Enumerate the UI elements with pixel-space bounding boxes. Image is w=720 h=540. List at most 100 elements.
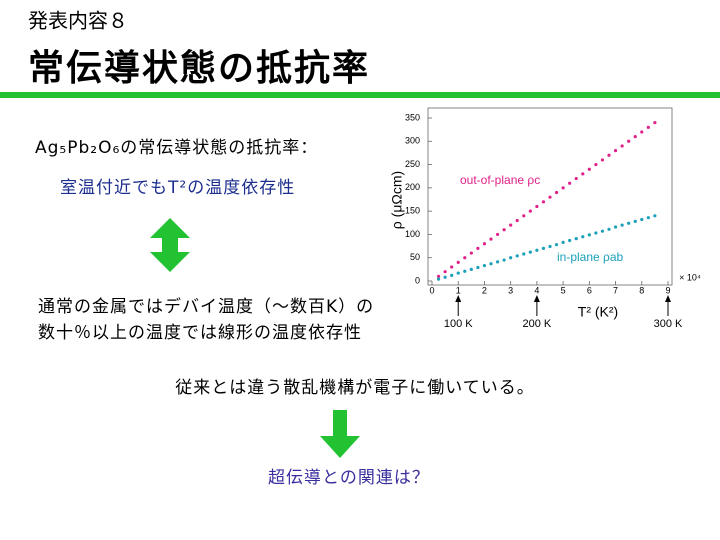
- data-point: [574, 237, 578, 241]
- data-point: [502, 258, 506, 262]
- arrow-head: [533, 295, 540, 302]
- data-point: [653, 121, 657, 125]
- data-point: [522, 214, 526, 218]
- series-label: in-plane ρab: [557, 250, 624, 264]
- x-multiplier: × 10⁴: [679, 272, 701, 282]
- arrow-head: [665, 295, 671, 302]
- question-text: 超伝導との関連は？: [268, 468, 430, 488]
- annotation-label: 200 K: [523, 318, 552, 330]
- data-point: [541, 200, 546, 204]
- data-point: [561, 186, 565, 190]
- data-point: [594, 162, 598, 167]
- double-arrow: [150, 218, 190, 272]
- data-point: [607, 153, 611, 157]
- data-point: [548, 244, 552, 249]
- data-point: [581, 172, 585, 176]
- arrow-head: [455, 295, 462, 302]
- plot-frame: [427, 107, 673, 286]
- data-point: [476, 265, 480, 270]
- data-point: [443, 275, 447, 279]
- data-point: [522, 252, 526, 256]
- x-tick-label: 8: [639, 285, 644, 295]
- data-point: [600, 158, 605, 162]
- data-point: [528, 209, 532, 213]
- y-tick-label: 100: [405, 229, 420, 239]
- subtitle: 発表内容８: [28, 9, 128, 33]
- data-point: [495, 232, 500, 237]
- data-point: [613, 225, 618, 229]
- data-point: [620, 223, 624, 227]
- annotation-label: 300 K: [654, 318, 683, 330]
- data-point: [515, 254, 519, 258]
- data-point: [535, 248, 539, 252]
- data-point: [456, 260, 460, 264]
- y-tick-label: 300: [405, 136, 420, 146]
- data-point: [613, 149, 618, 153]
- data-point: [541, 246, 546, 250]
- data-point: [450, 273, 454, 278]
- data-point: [443, 270, 447, 274]
- y-tick-label: 200: [405, 182, 420, 192]
- point-text: 室温付近でもT²の温度依存性: [60, 178, 295, 198]
- series-label: out-of-plane ρc: [460, 173, 540, 187]
- x-tick-label: 1: [456, 285, 461, 295]
- data-point: [535, 204, 539, 209]
- data-point: [568, 238, 572, 243]
- data-point: [574, 176, 578, 181]
- y-tick-label: 350: [405, 112, 420, 122]
- data-point: [436, 277, 441, 281]
- data-point: [509, 223, 513, 227]
- data-point: [561, 240, 565, 244]
- y-axis-label: ρ (μΩcm): [389, 171, 405, 229]
- data-point: [463, 269, 467, 273]
- data-point: [554, 190, 559, 195]
- x-tick-label: 3: [508, 285, 513, 295]
- data-point: [502, 228, 506, 232]
- data-point: [633, 135, 637, 139]
- data-point: [469, 267, 473, 271]
- data-point: [620, 144, 624, 148]
- annotation-label: 100 K: [444, 318, 473, 330]
- data-point: [587, 233, 591, 237]
- data-point: [495, 260, 500, 264]
- title: 常伝導状態の抵抗率: [28, 47, 370, 89]
- data-point: [594, 231, 598, 235]
- x-tick-label: 2: [482, 285, 487, 295]
- title-rule: [0, 92, 720, 98]
- y-tick-label: 150: [405, 206, 420, 216]
- data-point: [587, 167, 591, 171]
- y-tick-label: 50: [410, 252, 420, 262]
- contrast-line: 通常の金属ではデバイ温度（～数百K）の: [38, 296, 374, 317]
- x-tick-label: 4: [534, 285, 539, 295]
- data-point: [482, 264, 487, 268]
- data-point: [640, 217, 644, 222]
- data-point: [600, 229, 605, 233]
- data-point: [640, 130, 644, 134]
- data-point: [646, 125, 650, 129]
- x-tick-label: 7: [613, 285, 618, 295]
- data-point: [633, 219, 637, 223]
- x-tick-label: 0: [429, 285, 434, 295]
- x-axis-label: T² (K²): [578, 304, 618, 320]
- data-point: [646, 216, 650, 220]
- data-point: [489, 237, 493, 241]
- data-point: [528, 250, 532, 254]
- data-point: [436, 274, 441, 278]
- data-point: [515, 218, 519, 223]
- y-tick-label: 0: [415, 275, 420, 285]
- y-tick-label: 250: [405, 159, 420, 169]
- data-point: [489, 262, 493, 266]
- x-tick-label: 9: [665, 285, 670, 295]
- x-tick-label: 5: [561, 285, 566, 295]
- data-point: [627, 139, 631, 143]
- contrast-line: 数十％以上の温度では線形の温度依存性: [38, 323, 362, 343]
- data-point: [568, 181, 572, 185]
- data-point: [469, 251, 473, 255]
- data-point: [450, 265, 454, 269]
- data-point: [482, 242, 487, 246]
- data-point: [456, 271, 460, 275]
- data-point: [607, 227, 611, 231]
- data-point: [653, 214, 657, 218]
- down-arrow: [320, 410, 360, 458]
